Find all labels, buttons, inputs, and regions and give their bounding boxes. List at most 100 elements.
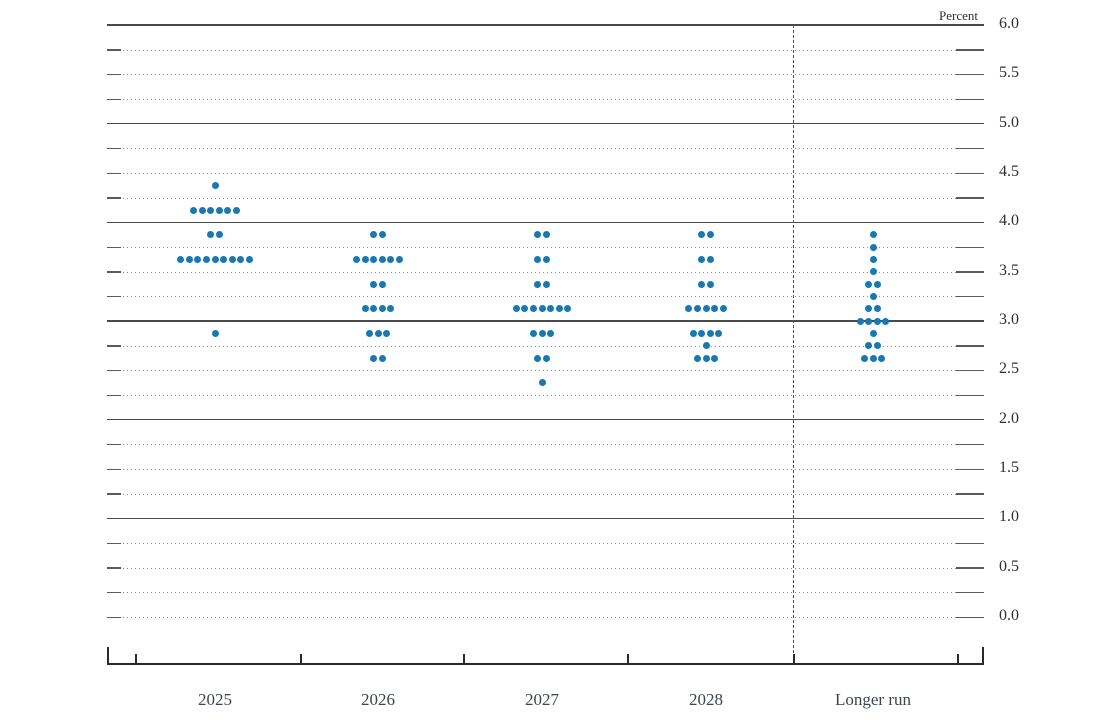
gridline-solid [107, 122, 984, 125]
gridline-dotted [107, 49, 984, 51]
y-axis-label: 6.0 [999, 15, 1019, 32]
gridline-dotted [107, 173, 984, 174]
gridline-dotted [107, 247, 984, 248]
gridline-dotted [107, 370, 984, 372]
projection-dot [873, 305, 881, 313]
y-grid-tick-right [956, 147, 984, 150]
projection-dot [190, 206, 197, 214]
projection-dot [869, 292, 877, 300]
x-axis-label-2025: 2025 [198, 690, 232, 709]
projection-dot [869, 354, 877, 362]
projection-dot [365, 329, 373, 337]
projection-dot [211, 255, 219, 263]
y-grid-tick-right [956, 616, 984, 619]
projection-dot [860, 354, 868, 362]
projection-dot [370, 354, 378, 362]
projection-dot [865, 305, 873, 313]
gridline-dotted [107, 148, 984, 150]
gridline-solid [107, 517, 984, 520]
gridline-solid [107, 221, 984, 224]
projection-dot [547, 305, 555, 313]
projection-dot [873, 280, 881, 288]
projection-dot [542, 280, 550, 288]
y-grid-tick-right [956, 49, 984, 51]
y-grid-tick-left [107, 147, 121, 150]
projection-dot [869, 231, 877, 239]
x-axis-tick [300, 654, 302, 663]
projection-dot [865, 342, 873, 350]
y-axis-label: 3.0 [999, 311, 1019, 328]
y-axis-label: 5.5 [999, 64, 1019, 82]
projection-dot [378, 231, 386, 239]
x-axis-tick [793, 654, 795, 663]
gridline-dotted [107, 296, 984, 298]
y-grid-tick-right [956, 443, 984, 446]
y-grid-tick-right [956, 172, 984, 175]
gridline-dotted [107, 345, 984, 347]
projection-dot [361, 305, 369, 313]
projection-dot [542, 354, 550, 362]
y-axis-unit-label: Percent [939, 8, 978, 23]
y-axis-label: 0.5 [999, 557, 1019, 575]
projection-dot [370, 280, 378, 288]
y-grid-tick-right [956, 271, 984, 273]
projection-dot [547, 329, 555, 337]
y-grid-tick-right [956, 394, 984, 397]
projection-dot [396, 255, 403, 263]
projection-dot [693, 354, 701, 362]
projection-dot [185, 255, 193, 263]
projection-dot [865, 280, 873, 288]
y-grid-tick-right [956, 591, 984, 594]
y-grid-tick-right [956, 295, 984, 298]
x-axis-tick [463, 654, 465, 663]
y-grid-tick-left [107, 345, 121, 347]
projection-dot [719, 305, 727, 313]
gridline-solid [107, 320, 984, 322]
projection-dot [869, 268, 877, 276]
projection-dot [711, 354, 719, 362]
projection-dot [378, 280, 386, 288]
projection-dot [521, 305, 529, 313]
projection-dot [202, 255, 210, 263]
projection-dot [245, 255, 253, 263]
projection-dot [207, 231, 215, 239]
projection-dot [529, 305, 537, 313]
y-axis-label: 2.5 [999, 360, 1019, 378]
projection-dot [387, 255, 395, 263]
y-grid-tick-right [956, 197, 984, 199]
y-grid-tick-left [107, 172, 121, 175]
projection-dot [689, 329, 697, 337]
y-grid-tick-left [107, 295, 121, 298]
projection-dot [873, 317, 881, 325]
projection-dot [698, 231, 706, 239]
projection-dot [215, 206, 223, 214]
projection-dot [215, 231, 223, 239]
y-grid-tick-left [107, 271, 121, 273]
projection-dot [878, 354, 886, 362]
y-grid-tick-right [956, 542, 984, 545]
y-axis-label: 3.5 [999, 261, 1019, 279]
projection-dot [538, 379, 546, 387]
gridline-dotted [107, 99, 984, 100]
x-axis-tick [627, 654, 629, 663]
y-axis-label: 2.0 [999, 409, 1019, 427]
x-axis-tick [135, 654, 137, 663]
projection-dot [370, 305, 378, 313]
projection-dot [370, 231, 378, 239]
projection-dot [856, 317, 864, 325]
gridline-solid [107, 24, 984, 27]
projection-dot [555, 305, 563, 313]
y-grid-tick-right [956, 98, 984, 101]
projection-dot [378, 255, 386, 263]
projection-dot [706, 280, 714, 288]
y-grid-tick-left [107, 443, 121, 446]
projection-dot [869, 255, 877, 263]
y-axis-label: 0.0 [999, 607, 1019, 624]
gridline-dotted [107, 592, 984, 594]
projection-dot [698, 280, 706, 288]
projection-dot [374, 329, 382, 337]
projection-dot [698, 255, 706, 263]
y-grid-tick-right [956, 468, 984, 471]
projection-dot [698, 329, 706, 337]
x-axis-end-tick [107, 647, 109, 663]
